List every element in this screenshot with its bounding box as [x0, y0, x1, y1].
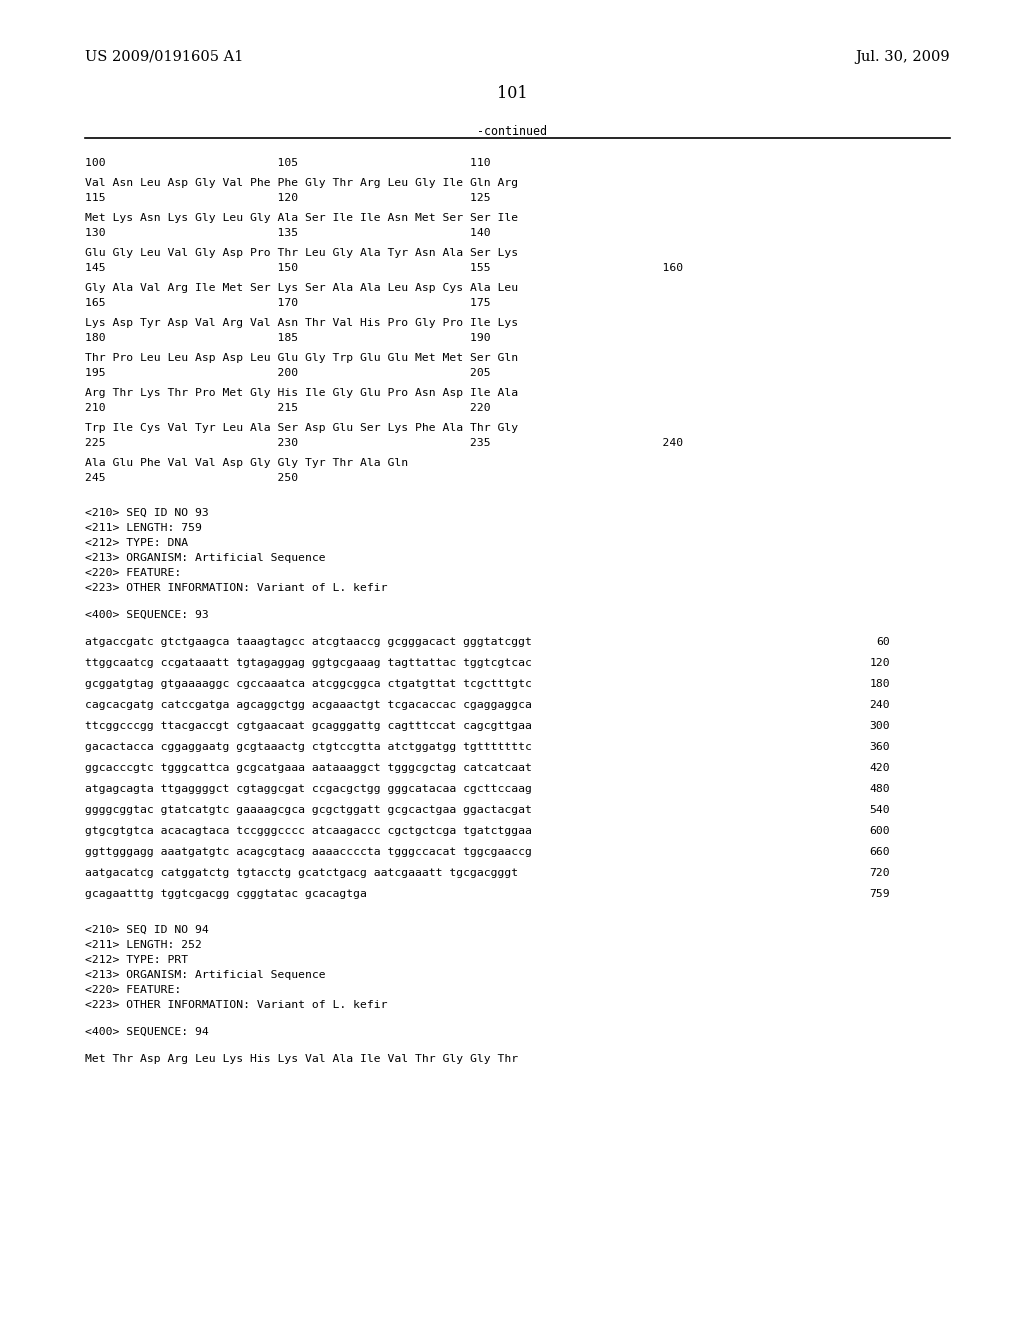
Text: Lys Asp Tyr Asp Val Arg Val Asn Thr Val His Pro Gly Pro Ile Lys: Lys Asp Tyr Asp Val Arg Val Asn Thr Val … — [85, 318, 518, 327]
Text: 480: 480 — [869, 784, 890, 795]
Text: ggggcggtac gtatcatgtc gaaaagcgca gcgctggatt gcgcactgaa ggactacgat: ggggcggtac gtatcatgtc gaaaagcgca gcgctgg… — [85, 805, 531, 814]
Text: 100                         105                         110: 100 105 110 — [85, 158, 490, 168]
Text: <210> SEQ ID NO 94: <210> SEQ ID NO 94 — [85, 925, 209, 935]
Text: 210                         215                         220: 210 215 220 — [85, 403, 490, 413]
Text: <223> OTHER INFORMATION: Variant of L. kefir: <223> OTHER INFORMATION: Variant of L. k… — [85, 1001, 387, 1010]
Text: Thr Pro Leu Leu Asp Asp Leu Glu Gly Trp Glu Glu Met Met Ser Gln: Thr Pro Leu Leu Asp Asp Leu Glu Gly Trp … — [85, 352, 518, 363]
Text: gcagaatttg tggtcgacgg cgggtatac gcacagtga: gcagaatttg tggtcgacgg cgggtatac gcacagtg… — [85, 888, 367, 899]
Text: 180: 180 — [869, 678, 890, 689]
Text: Trp Ile Cys Val Tyr Leu Ala Ser Asp Glu Ser Lys Phe Ala Thr Gly: Trp Ile Cys Val Tyr Leu Ala Ser Asp Glu … — [85, 422, 518, 433]
Text: <211> LENGTH: 759: <211> LENGTH: 759 — [85, 523, 202, 533]
Text: ttcggcccgg ttacgaccgt cgtgaacaat gcagggattg cagtttccat cagcgttgaa: ttcggcccgg ttacgaccgt cgtgaacaat gcaggga… — [85, 721, 531, 731]
Text: 115                         120                         125: 115 120 125 — [85, 193, 490, 203]
Text: ttggcaatcg ccgataaatt tgtagaggag ggtgcgaaag tagttattac tggtcgtcac: ttggcaatcg ccgataaatt tgtagaggag ggtgcga… — [85, 657, 531, 668]
Text: Arg Thr Lys Thr Pro Met Gly His Ile Gly Glu Pro Asn Asp Ile Ala: Arg Thr Lys Thr Pro Met Gly His Ile Gly … — [85, 388, 518, 399]
Text: Ala Glu Phe Val Val Asp Gly Gly Tyr Thr Ala Gln: Ala Glu Phe Val Val Asp Gly Gly Tyr Thr … — [85, 458, 409, 469]
Text: ggttgggagg aaatgatgtc acagcgtacg aaaaccccta tgggccacat tggcgaaccg: ggttgggagg aaatgatgtc acagcgtacg aaaaccc… — [85, 847, 531, 857]
Text: 300: 300 — [869, 721, 890, 731]
Text: 120: 120 — [869, 657, 890, 668]
Text: <220> FEATURE:: <220> FEATURE: — [85, 985, 181, 995]
Text: 101: 101 — [497, 84, 527, 102]
Text: cagcacgatg catccgatga agcaggctgg acgaaactgt tcgacaccac cgaggaggca: cagcacgatg catccgatga agcaggctgg acgaaac… — [85, 700, 531, 710]
Text: 360: 360 — [869, 742, 890, 752]
Text: Jul. 30, 2009: Jul. 30, 2009 — [855, 50, 950, 63]
Text: Val Asn Leu Asp Gly Val Phe Phe Gly Thr Arg Leu Gly Ile Gln Arg: Val Asn Leu Asp Gly Val Phe Phe Gly Thr … — [85, 178, 518, 187]
Text: -continued: -continued — [477, 125, 547, 139]
Text: 420: 420 — [869, 763, 890, 774]
Text: Met Thr Asp Arg Leu Lys His Lys Val Ala Ile Val Thr Gly Gly Thr: Met Thr Asp Arg Leu Lys His Lys Val Ala … — [85, 1053, 518, 1064]
Text: 165                         170                         175: 165 170 175 — [85, 298, 490, 308]
Text: <213> ORGANISM: Artificial Sequence: <213> ORGANISM: Artificial Sequence — [85, 970, 326, 979]
Text: US 2009/0191605 A1: US 2009/0191605 A1 — [85, 50, 244, 63]
Text: <400> SEQUENCE: 93: <400> SEQUENCE: 93 — [85, 610, 209, 620]
Text: atgagcagta ttgaggggct cgtaggcgat ccgacgctgg gggcatacaa cgcttccaag: atgagcagta ttgaggggct cgtaggcgat ccgacgc… — [85, 784, 531, 795]
Text: <212> TYPE: PRT: <212> TYPE: PRT — [85, 954, 188, 965]
Text: <212> TYPE: DNA: <212> TYPE: DNA — [85, 539, 188, 548]
Text: 195                         200                         205: 195 200 205 — [85, 368, 490, 378]
Text: Gly Ala Val Arg Ile Met Ser Lys Ser Ala Ala Leu Asp Cys Ala Leu: Gly Ala Val Arg Ile Met Ser Lys Ser Ala … — [85, 282, 518, 293]
Text: 660: 660 — [869, 847, 890, 857]
Text: Met Lys Asn Lys Gly Leu Gly Ala Ser Ile Ile Asn Met Ser Ser Ile: Met Lys Asn Lys Gly Leu Gly Ala Ser Ile … — [85, 213, 518, 223]
Text: 145                         150                         155                     : 145 150 155 — [85, 263, 683, 273]
Text: <223> OTHER INFORMATION: Variant of L. kefir: <223> OTHER INFORMATION: Variant of L. k… — [85, 583, 387, 593]
Text: 720: 720 — [869, 869, 890, 878]
Text: gacactacca cggaggaatg gcgtaaactg ctgtccgtta atctggatgg tgtttttttc: gacactacca cggaggaatg gcgtaaactg ctgtccg… — [85, 742, 531, 752]
Text: <210> SEQ ID NO 93: <210> SEQ ID NO 93 — [85, 508, 209, 517]
Text: 600: 600 — [869, 826, 890, 836]
Text: <213> ORGANISM: Artificial Sequence: <213> ORGANISM: Artificial Sequence — [85, 553, 326, 564]
Text: 180                         185                         190: 180 185 190 — [85, 333, 490, 343]
Text: <211> LENGTH: 252: <211> LENGTH: 252 — [85, 940, 202, 950]
Text: 759: 759 — [869, 888, 890, 899]
Text: <220> FEATURE:: <220> FEATURE: — [85, 568, 181, 578]
Text: 130                         135                         140: 130 135 140 — [85, 228, 490, 238]
Text: 60: 60 — [877, 638, 890, 647]
Text: gtgcgtgtca acacagtaca tccgggcccc atcaagaccc cgctgctcga tgatctggaa: gtgcgtgtca acacagtaca tccgggcccc atcaaga… — [85, 826, 531, 836]
Text: Glu Gly Leu Val Gly Asp Pro Thr Leu Gly Ala Tyr Asn Ala Ser Lys: Glu Gly Leu Val Gly Asp Pro Thr Leu Gly … — [85, 248, 518, 257]
Text: aatgacatcg catggatctg tgtacctg gcatctgacg aatcgaaatt tgcgacgggt: aatgacatcg catggatctg tgtacctg gcatctgac… — [85, 869, 518, 878]
Text: 540: 540 — [869, 805, 890, 814]
Text: 225                         230                         235                     : 225 230 235 — [85, 438, 683, 447]
Text: 245                         250: 245 250 — [85, 473, 298, 483]
Text: <400> SEQUENCE: 94: <400> SEQUENCE: 94 — [85, 1027, 209, 1038]
Text: 240: 240 — [869, 700, 890, 710]
Text: gcggatgtag gtgaaaaggc cgccaaatca atcggcggca ctgatgttat tcgctttgtc: gcggatgtag gtgaaaaggc cgccaaatca atcggcg… — [85, 678, 531, 689]
Text: atgaccgatc gtctgaagca taaagtagcc atcgtaaccg gcgggacact gggtatcggt: atgaccgatc gtctgaagca taaagtagcc atcgtaa… — [85, 638, 531, 647]
Text: ggcacccgtc tgggcattca gcgcatgaaa aataaaggct tgggcgctag catcatcaat: ggcacccgtc tgggcattca gcgcatgaaa aataaag… — [85, 763, 531, 774]
